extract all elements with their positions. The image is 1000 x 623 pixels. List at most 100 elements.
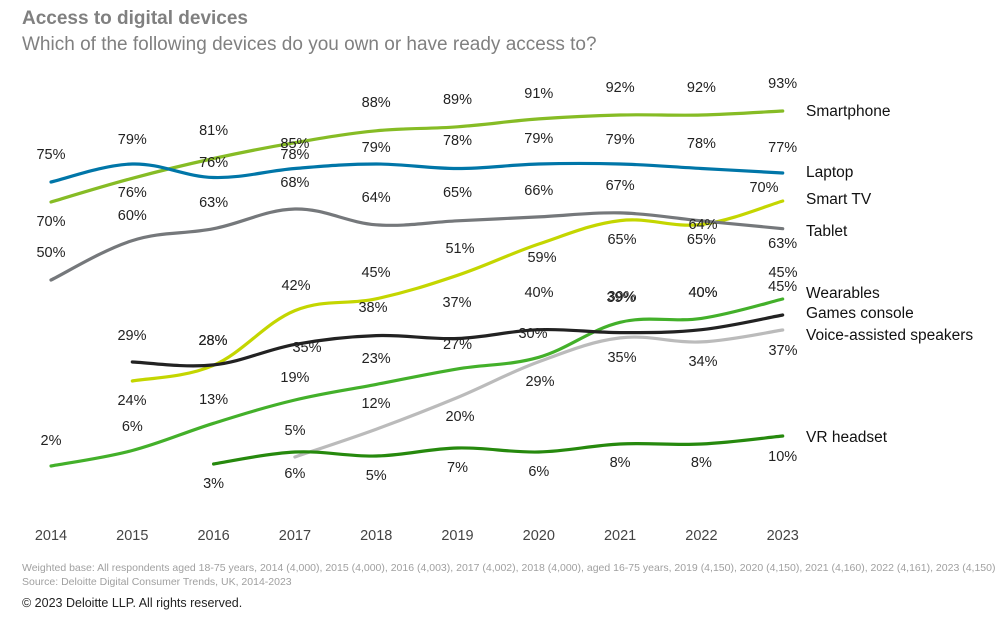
x-tick-label-2019: 2019 bbox=[441, 528, 473, 544]
series-name-wearables: Wearables bbox=[806, 285, 880, 302]
data-label-voice-assisted-speakers-2020: 29% bbox=[525, 374, 554, 390]
data-label-vr-headset-2019: 7% bbox=[447, 460, 468, 476]
data-label-vr-headset-2018: 5% bbox=[366, 468, 387, 484]
series-name-vr-headset: VR headset bbox=[806, 429, 888, 446]
data-label-smart-tv-2017: 42% bbox=[281, 278, 310, 294]
data-label-vr-headset-2021: 8% bbox=[610, 455, 631, 471]
series-line-wearables bbox=[49, 297, 785, 468]
x-tick-label-2021: 2021 bbox=[604, 528, 636, 544]
series-line-smartphone bbox=[49, 109, 785, 204]
data-label-voice-assisted-speakers-2018: 12% bbox=[361, 396, 390, 412]
data-label-laptop-2019: 78% bbox=[443, 133, 472, 149]
data-label-laptop-2014: 75% bbox=[36, 147, 65, 163]
data-label-tablet-2023: 63% bbox=[768, 236, 797, 252]
data-label-smart-tv-2023: 70% bbox=[749, 180, 778, 196]
data-label-vr-headset-2016: 3% bbox=[203, 476, 224, 492]
data-label-games-console-2017: 35% bbox=[292, 340, 321, 356]
data-label-laptop-2020: 79% bbox=[524, 131, 553, 147]
line-chart: 2014 2015 2016 2017 2018 2019 2020 2021 2022 2023… bbox=[35, 76, 974, 544]
data-label-voice-assisted-speakers-2022: 34% bbox=[688, 354, 717, 370]
copyright-text: © 2023 Deloitte LLP. All rights reserved… bbox=[22, 596, 243, 610]
series-line-voice-assisted-speakers bbox=[293, 328, 785, 459]
series-name-tablet: Tablet bbox=[806, 223, 848, 240]
series-name-games-console: Games console bbox=[806, 305, 914, 322]
data-label-smart-tv-2022: 64% bbox=[688, 217, 717, 233]
data-label-tablet-2016: 63% bbox=[199, 195, 228, 211]
data-label-games-console-2019: 37% bbox=[442, 295, 471, 311]
data-label-games-console-2022: 40% bbox=[688, 285, 717, 301]
data-label-wearables-2017: 19% bbox=[280, 370, 309, 386]
data-label-games-console-2018: 38% bbox=[358, 300, 387, 316]
data-label-tablet-2019: 65% bbox=[443, 185, 472, 201]
data-label-tablet-2022: 65% bbox=[687, 232, 716, 248]
data-label-vr-headset-2023: 10% bbox=[768, 449, 797, 465]
x-tick-label-2015: 2015 bbox=[116, 528, 148, 544]
series-line-vr-headset bbox=[212, 434, 785, 466]
data-label-tablet-2017: 68% bbox=[280, 175, 309, 191]
x-tick-label-2016: 2016 bbox=[197, 528, 229, 544]
x-tick-label-2022: 2022 bbox=[685, 528, 717, 544]
data-label-laptop-2023: 77% bbox=[768, 140, 797, 156]
data-label-smart-tv-2015: 24% bbox=[117, 393, 146, 409]
data-label-smartphone-2019: 89% bbox=[443, 92, 472, 108]
data-label-laptop-2017: 78% bbox=[280, 147, 309, 163]
source-note: Source: Deloitte Digital Consumer Trends… bbox=[22, 576, 292, 588]
data-label-laptop-2022: 78% bbox=[687, 136, 716, 152]
weighted-base-note: Weighted base: All respondents aged 18-7… bbox=[22, 562, 996, 574]
data-label-games-console-2020: 40% bbox=[524, 285, 553, 301]
data-label-wearables-2019: 27% bbox=[443, 337, 472, 353]
data-label-wearables-2022: 40% bbox=[688, 285, 717, 301]
data-label-smart-tv-2018: 45% bbox=[361, 265, 390, 281]
data-label-smart-tv-2019: 51% bbox=[445, 241, 474, 257]
data-label-vr-headset-2022: 8% bbox=[691, 455, 712, 471]
data-label-smart-tv-2020: 59% bbox=[527, 250, 556, 266]
data-label-smartphone-2014: 70% bbox=[36, 214, 65, 230]
series-name-smartphone: Smartphone bbox=[806, 103, 890, 120]
series-name-laptop: Laptop bbox=[806, 164, 853, 181]
data-label-voice-assisted-speakers-2019: 20% bbox=[445, 409, 474, 425]
data-label-games-console-2016: 28% bbox=[198, 333, 227, 349]
data-label-wearables-2015: 6% bbox=[122, 419, 143, 435]
data-label-wearables-2016: 13% bbox=[199, 392, 228, 408]
series-name-smart-tv: Smart TV bbox=[806, 191, 872, 208]
data-label-wearables-2014: 2% bbox=[41, 433, 62, 449]
x-tick-label-2023: 2023 bbox=[767, 528, 799, 544]
data-label-smartphone-2016: 81% bbox=[199, 123, 228, 139]
chart-title: Access to digital devices bbox=[22, 8, 248, 29]
data-label-smartphone-2022: 92% bbox=[687, 80, 716, 96]
data-label-wearables-2023: 45% bbox=[768, 265, 797, 281]
data-label-smartphone-2023: 93% bbox=[768, 76, 797, 92]
series-line-laptop bbox=[49, 161, 785, 184]
x-tick-label-2020: 2020 bbox=[523, 528, 555, 544]
data-label-wearables-2021: 39% bbox=[606, 290, 635, 306]
data-label-games-console-2015: 29% bbox=[117, 328, 146, 344]
data-label-tablet-2014: 50% bbox=[36, 245, 65, 261]
series-line-smart-tv bbox=[130, 199, 785, 383]
data-label-wearables-2018: 23% bbox=[362, 351, 391, 367]
data-label-vr-headset-2020: 6% bbox=[528, 464, 549, 480]
data-label-voice-assisted-speakers-2021: 35% bbox=[607, 350, 636, 366]
data-label-smart-tv-2016: 28% bbox=[198, 333, 227, 349]
data-label-tablet-2021: 67% bbox=[606, 178, 635, 194]
data-label-voice-assisted-speakers-2023: 37% bbox=[768, 343, 797, 359]
data-label-laptop-2015: 79% bbox=[118, 132, 147, 148]
data-label-smartphone-2017: 85% bbox=[280, 136, 309, 152]
data-label-tablet-2015: 60% bbox=[118, 208, 147, 224]
data-label-tablet-2020: 66% bbox=[524, 183, 553, 199]
chart-subtitle: Which of the following devices do you ow… bbox=[22, 34, 597, 55]
data-label-laptop-2016: 76% bbox=[199, 155, 228, 171]
data-label-vr-headset-2017: 6% bbox=[284, 466, 305, 482]
data-label-smart-tv-2021: 65% bbox=[607, 232, 636, 248]
data-label-smartphone-2018: 88% bbox=[362, 95, 391, 111]
data-label-smartphone-2021: 92% bbox=[606, 80, 635, 96]
x-tick-label-2017: 2017 bbox=[279, 528, 311, 544]
series-line-tablet bbox=[49, 207, 785, 282]
data-label-wearables-2020: 30% bbox=[518, 326, 547, 342]
data-label-smartphone-2020: 91% bbox=[524, 86, 553, 102]
data-label-games-console-2023: 45% bbox=[768, 279, 797, 295]
series-name-voice-assisted-speakers: Voice-assisted speakers bbox=[806, 327, 973, 344]
data-label-voice-assisted-speakers-2017: 5% bbox=[285, 423, 306, 439]
series-line-games-console bbox=[130, 313, 785, 368]
data-label-games-console-2021: 39% bbox=[607, 289, 636, 305]
data-label-laptop-2021: 79% bbox=[606, 132, 635, 148]
